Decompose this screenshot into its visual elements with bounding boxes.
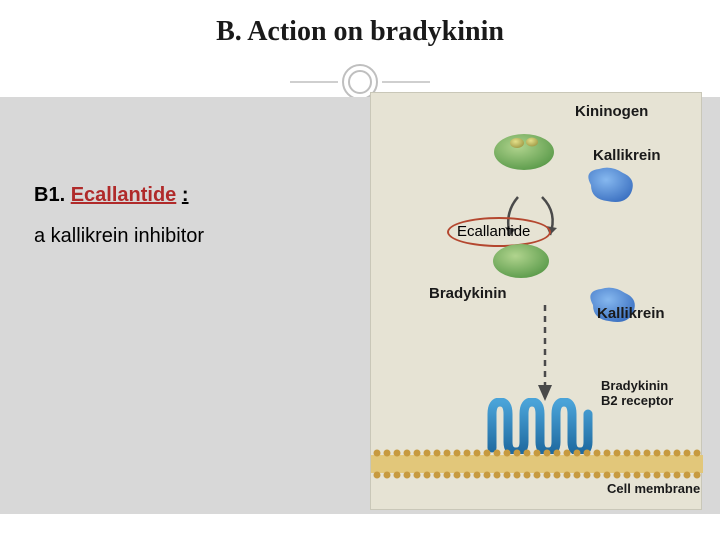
item-number: B1. bbox=[34, 184, 71, 206]
kallikrein-top-icon bbox=[581, 163, 639, 205]
label-kallikrein-1: Kallikrein bbox=[593, 147, 661, 164]
kininogen-icon bbox=[491, 129, 561, 175]
label-bradykinin: Bradykinin bbox=[429, 285, 507, 302]
membrane-icon bbox=[371, 445, 703, 485]
label-kallikrein-2: Kallikrein bbox=[597, 305, 665, 322]
dashed-arrow-icon bbox=[533, 305, 557, 403]
left-text-block: B1. Ecallantide : a kallikrein inhibitor bbox=[34, 184, 204, 248]
item-heading: B1. Ecallantide : bbox=[34, 184, 204, 207]
item-desc: a kallikrein inhibitor bbox=[34, 225, 204, 248]
pathway-diagram: Kininogen Kallikrein bbox=[370, 92, 702, 510]
label-receptor: Bradykinin B2 receptor bbox=[601, 379, 673, 409]
label-membrane: Cell membrane bbox=[607, 481, 700, 496]
slide-title: B. Action on bradykinin bbox=[0, 0, 720, 48]
drug-name-heading: Ecallantide bbox=[71, 184, 177, 206]
slide: B. Action on bradykinin B1. Ecallantide … bbox=[0, 0, 720, 540]
label-kininogen: Kininogen bbox=[575, 103, 648, 120]
heading-colon: : bbox=[182, 184, 189, 206]
bradykinin-icon bbox=[489, 239, 557, 283]
